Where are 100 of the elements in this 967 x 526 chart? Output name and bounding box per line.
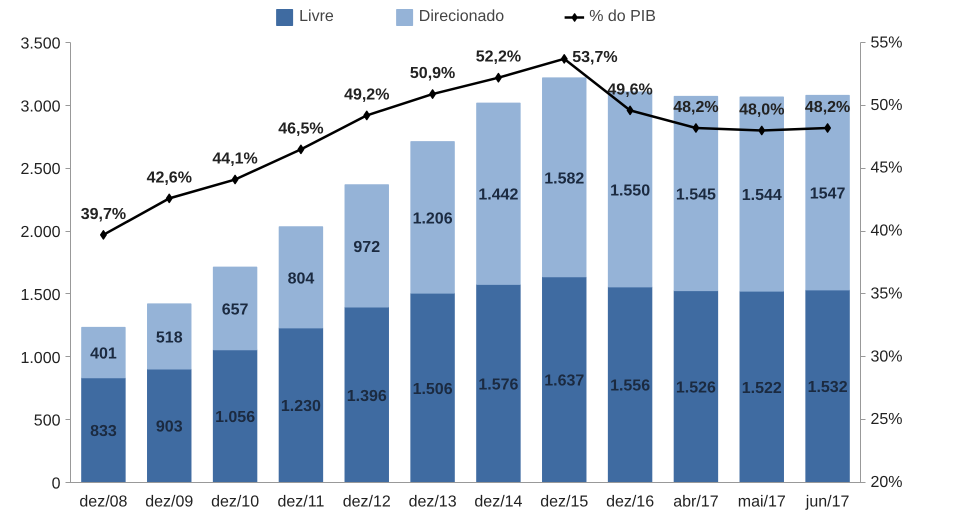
data-label: 50,9% — [410, 65, 456, 82]
data-label: 1.550 — [610, 182, 650, 200]
bar — [542, 77, 586, 278]
bar — [147, 368, 192, 482]
bar — [740, 96, 784, 292]
y-tick-label: 2.000 — [20, 224, 61, 242]
y-tick-label: 1.500 — [20, 286, 61, 304]
bar — [740, 290, 784, 482]
point — [429, 89, 436, 100]
data-label: 48,2% — [673, 98, 719, 116]
point — [758, 126, 766, 136]
data-label: 657 — [222, 301, 249, 318]
y-tick-label: 3.500 — [20, 36, 61, 52]
y2-tick-label: 25% — [870, 411, 903, 428]
data-label: 1.532 — [808, 379, 848, 396]
x-tick-label: dez/12 — [342, 494, 391, 510]
y-tick-label: 0 — [52, 476, 61, 492]
y2-tick-label: 30% — [870, 348, 903, 366]
y-tick-label: 2.500 — [20, 161, 61, 178]
x-tick-label: dez/16 — [606, 494, 654, 510]
bar — [344, 184, 389, 308]
data-label: 1.637 — [544, 372, 584, 390]
point — [232, 174, 239, 185]
data-label: 833 — [90, 423, 117, 440]
point — [100, 230, 107, 240]
bar — [147, 303, 192, 370]
data-label: 44,1% — [212, 150, 258, 168]
x-tick-label: dez/10 — [211, 494, 260, 510]
bar — [212, 266, 258, 350]
data-label: 49,6% — [607, 81, 653, 98]
x-tick-label: dez/14 — [474, 494, 523, 510]
bar — [674, 290, 718, 482]
bar — [344, 306, 389, 482]
legend-label: Livre — [299, 8, 334, 26]
point — [297, 144, 304, 154]
point — [560, 54, 568, 64]
y2-tick-label: 55% — [870, 34, 903, 52]
point — [494, 72, 502, 83]
data-label: 1.442 — [478, 186, 519, 204]
y2-tick-label: 45% — [870, 160, 903, 177]
y2-tick-label: 20% — [870, 474, 903, 491]
data-label: 46,5% — [278, 120, 324, 138]
bar — [542, 276, 586, 482]
data-label: 1.230 — [280, 398, 322, 416]
y-tick-label: 500 — [34, 412, 61, 430]
y2-tick-label: 35% — [870, 285, 903, 302]
data-label: 39,7% — [80, 206, 126, 223]
point — [363, 110, 370, 120]
bar — [805, 289, 850, 482]
data-label: 1.506 — [412, 380, 453, 398]
bar — [476, 102, 521, 285]
data-label: 1.556 — [610, 378, 650, 395]
y2-tick-label: 50% — [870, 96, 903, 114]
point — [824, 122, 832, 133]
data-label: 1.582 — [544, 170, 584, 188]
point — [692, 122, 700, 133]
legend-label: Direcionado — [418, 8, 504, 26]
bar — [81, 377, 126, 482]
data-label: 49,2% — [344, 86, 390, 104]
x-tick-label: dez/13 — [408, 494, 457, 510]
y-tick-label: 3.000 — [20, 98, 61, 116]
bar — [81, 326, 126, 378]
data-label: 1.396 — [346, 388, 387, 405]
x-tick-label: dez/11 — [277, 494, 324, 510]
data-label: 804 — [288, 270, 314, 288]
y2-tick-label: 40% — [870, 222, 903, 240]
data-label: 401 — [90, 346, 117, 363]
bar — [410, 292, 455, 482]
data-label: 52,2% — [476, 48, 522, 66]
bar — [674, 96, 718, 292]
bar — [278, 327, 324, 482]
x-tick-label: dez/15 — [540, 494, 588, 510]
data-label: 972 — [353, 238, 380, 256]
x-tick-label: jun/17 — [804, 494, 850, 510]
data-label: 1.522 — [742, 380, 782, 397]
data-label: 1.544 — [742, 187, 782, 204]
data-label: 1.056 — [215, 409, 256, 426]
bar — [278, 226, 324, 328]
bar — [212, 349, 258, 482]
data-label: 903 — [156, 418, 183, 436]
bar — [410, 141, 455, 294]
data-label: 1.545 — [676, 186, 716, 204]
data-label: 518 — [156, 329, 183, 346]
bar — [608, 286, 652, 482]
x-tick-label: mai/17 — [738, 494, 786, 510]
data-label: 1.526 — [676, 380, 716, 397]
x-tick-label: dez/09 — [145, 494, 194, 510]
bar — [476, 284, 521, 482]
data-label: 53,7% — [572, 48, 618, 66]
data-label: 1.576 — [478, 376, 519, 394]
data-label: 48,2% — [804, 98, 850, 116]
point — [166, 193, 173, 204]
data-label: 1.206 — [412, 210, 453, 228]
point — [626, 105, 634, 116]
x-tick-label: abr/17 — [673, 494, 719, 510]
x-tick-label: dez/08 — [79, 494, 128, 510]
y-tick-label: 1.000 — [20, 350, 61, 367]
data-label: 42,6% — [146, 169, 192, 186]
legend-label: % do PIB — [589, 8, 656, 26]
data-label: 1547 — [810, 186, 846, 203]
